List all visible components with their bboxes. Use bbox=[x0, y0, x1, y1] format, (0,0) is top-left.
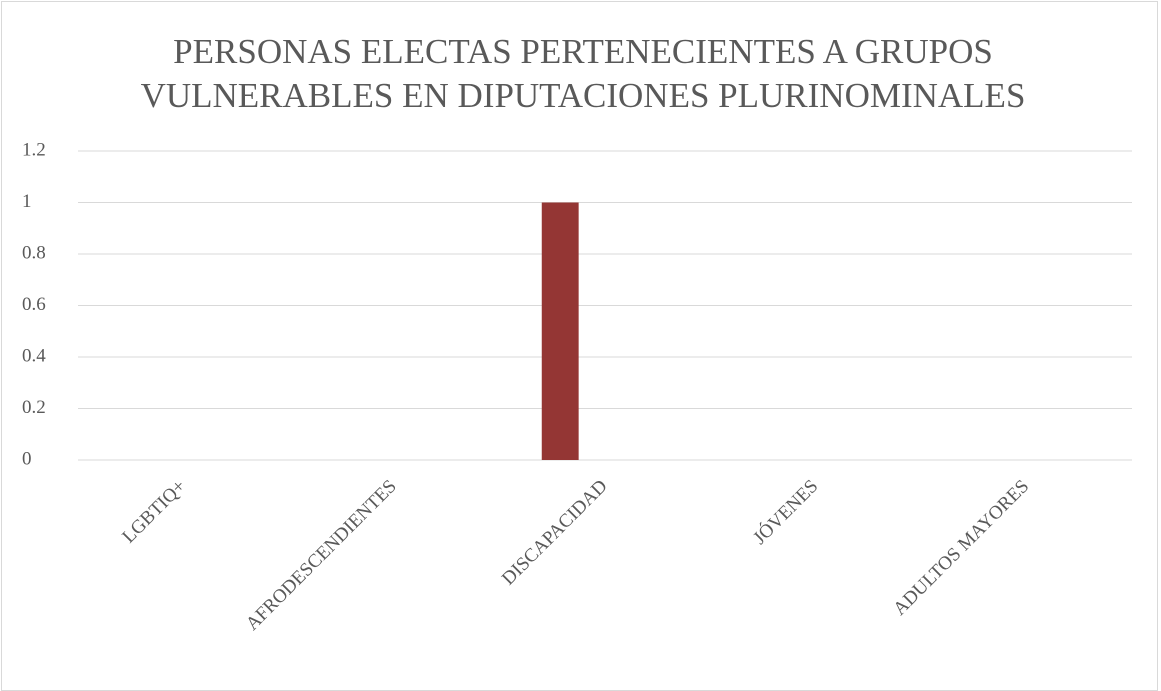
chart: 0 0.2 0.4 0.6 0.8 1 1.2 LGBTIQ+ AFRODESCENDIENTE… bbox=[22, 139, 1132, 635]
y-tick-label: 0 bbox=[22, 448, 32, 469]
y-tick-label: 0.2 bbox=[22, 397, 46, 418]
y-tick-label: 0.6 bbox=[22, 294, 46, 315]
x-tick-label: AFRODESCENDIENTES bbox=[242, 476, 401, 635]
y-tick-label: 0.4 bbox=[22, 345, 46, 366]
x-tick-label: ADULTOS MAYORES bbox=[889, 476, 1033, 620]
x-tick-label: LGBTIQ+ bbox=[118, 476, 190, 548]
y-tick-label: 1 bbox=[22, 191, 32, 212]
x-tick-label: DISCAPACIDAD bbox=[498, 476, 612, 590]
bar bbox=[541, 202, 579, 460]
x-tick-label: JÓVENES bbox=[749, 475, 823, 549]
chart-title: PERSONAS ELECTAS PERTENECIENTES A GRUPOS… bbox=[140, 32, 1026, 115]
y-tick-label: 1.2 bbox=[22, 139, 46, 160]
y-tick-label: 0.8 bbox=[22, 242, 46, 263]
